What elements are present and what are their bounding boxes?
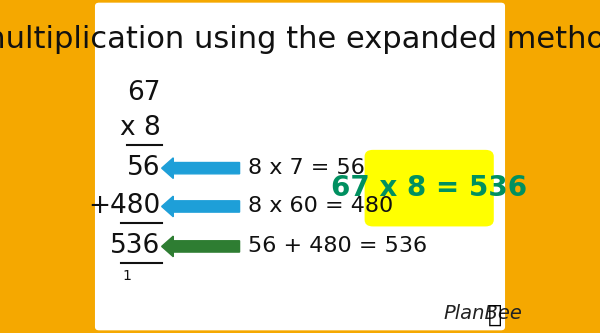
FancyBboxPatch shape <box>365 150 494 226</box>
FancyBboxPatch shape <box>95 3 505 330</box>
FancyArrow shape <box>161 236 239 257</box>
Text: 🐝: 🐝 <box>488 303 502 327</box>
Text: 8 x 7 = 56: 8 x 7 = 56 <box>248 158 365 178</box>
Text: 1: 1 <box>123 269 132 283</box>
Text: PlanBee: PlanBee <box>444 303 523 323</box>
Text: 67: 67 <box>127 80 160 106</box>
Text: 56: 56 <box>127 155 160 181</box>
FancyArrow shape <box>161 196 239 217</box>
Text: 8 x 60 = 480: 8 x 60 = 480 <box>248 196 393 216</box>
Text: 56 + 480 = 536: 56 + 480 = 536 <box>248 236 427 256</box>
Text: multiplication using the expanded method: multiplication using the expanded method <box>0 25 600 55</box>
FancyArrow shape <box>161 158 239 178</box>
Text: 536: 536 <box>110 233 160 259</box>
Text: +480: +480 <box>88 193 160 219</box>
Text: x 8: x 8 <box>119 115 160 141</box>
Text: 67 x 8 = 536: 67 x 8 = 536 <box>331 174 527 202</box>
